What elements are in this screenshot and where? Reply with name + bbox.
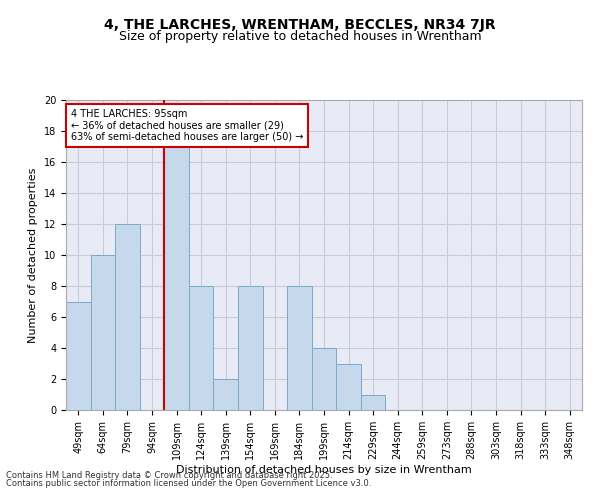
Bar [66,302,91,410]
Text: Size of property relative to detached houses in Wrentham: Size of property relative to detached ho… [119,30,481,43]
Text: Contains HM Land Registry data © Crown copyright and database right 2025.: Contains HM Land Registry data © Crown c… [6,471,332,480]
Y-axis label: Number of detached properties: Number of detached properties [28,168,38,342]
Text: 4 THE LARCHES: 95sqm
← 36% of detached houses are smaller (29)
63% of semi-detac: 4 THE LARCHES: 95sqm ← 36% of detached h… [71,110,304,142]
Bar [115,224,140,410]
Text: 4, THE LARCHES, WRENTHAM, BECCLES, NR34 7JR: 4, THE LARCHES, WRENTHAM, BECCLES, NR34 … [104,18,496,32]
Bar [238,286,263,410]
Text: Contains public sector information licensed under the Open Government Licence v3: Contains public sector information licen… [6,478,371,488]
Bar [312,348,336,410]
Bar [214,379,238,410]
Bar [287,286,312,410]
Bar [361,394,385,410]
Bar [91,255,115,410]
Bar [164,146,189,410]
Bar [336,364,361,410]
X-axis label: Distribution of detached houses by size in Wrentham: Distribution of detached houses by size … [176,464,472,474]
Bar [189,286,214,410]
